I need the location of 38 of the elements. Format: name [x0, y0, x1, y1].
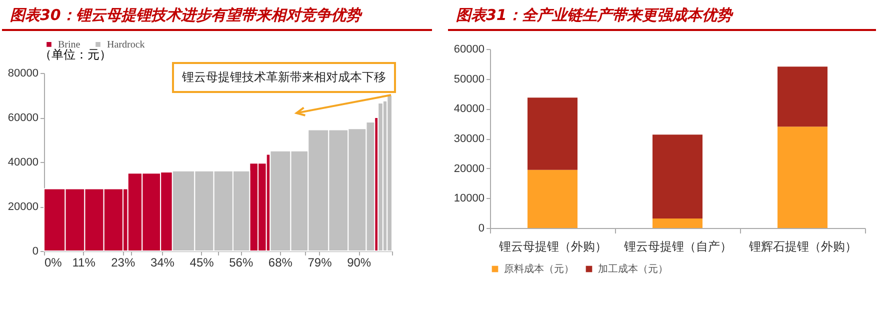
- y-tick-label: 60000: [8, 112, 38, 124]
- legend-label: Hardrock: [107, 39, 145, 50]
- bar: [778, 66, 828, 127]
- bar: [652, 218, 702, 228]
- y-tick-label: 0: [478, 222, 484, 234]
- y-tick-label: 0: [32, 246, 38, 258]
- x-tick-label: 0%: [44, 256, 62, 270]
- x-tick-label: 79%: [308, 256, 332, 270]
- y-tick-label: 20000: [454, 162, 484, 175]
- y-tick-label: 40000: [454, 103, 484, 116]
- y-tick-label: 40000: [8, 156, 38, 168]
- bar: [528, 170, 578, 228]
- chart-title: 图表30：锂云母提锂技术进步有望带来相对竞争优势: [2, 0, 432, 31]
- legend-label: Brine: [58, 39, 81, 50]
- y-tick-label: 50000: [454, 73, 484, 86]
- y-tick-label: 20000: [8, 201, 38, 213]
- y-tick-label: 30000: [454, 133, 484, 145]
- y-tick-label: 60000: [454, 44, 484, 56]
- x-tick-label: 11%: [72, 256, 96, 270]
- y-tick-label: 80000: [8, 68, 38, 80]
- legend-label: 加工成本（元）: [598, 263, 668, 275]
- annotation: 锂云母提锂技术革新带来相对成本下移: [172, 62, 396, 93]
- legend-label: 原料成本（元）: [504, 263, 574, 275]
- x-tick-label: 56%: [229, 256, 254, 270]
- x-tick-label: 45%: [190, 256, 214, 270]
- x-tick-label: 23%: [111, 256, 136, 270]
- bar: [652, 134, 702, 218]
- x-tick-label: 90%: [347, 256, 372, 270]
- y-tick-label: 10000: [454, 192, 484, 205]
- y-axis-title: （单位：元）: [40, 48, 112, 62]
- bar: [528, 98, 578, 170]
- x-tick-label: 68%: [268, 256, 293, 270]
- chart-title: 图表31：全产业链生产带来更强成本优势: [448, 0, 876, 31]
- bar: [778, 126, 828, 228]
- x-tick-label: 34%: [150, 256, 175, 270]
- x-tick-label: 锂辉石提锂（外购）: [748, 240, 857, 254]
- x-tick-label: 锂云母提锂（自产）: [623, 240, 732, 254]
- x-tick-label: 锂云母提锂（外购）: [498, 240, 607, 254]
